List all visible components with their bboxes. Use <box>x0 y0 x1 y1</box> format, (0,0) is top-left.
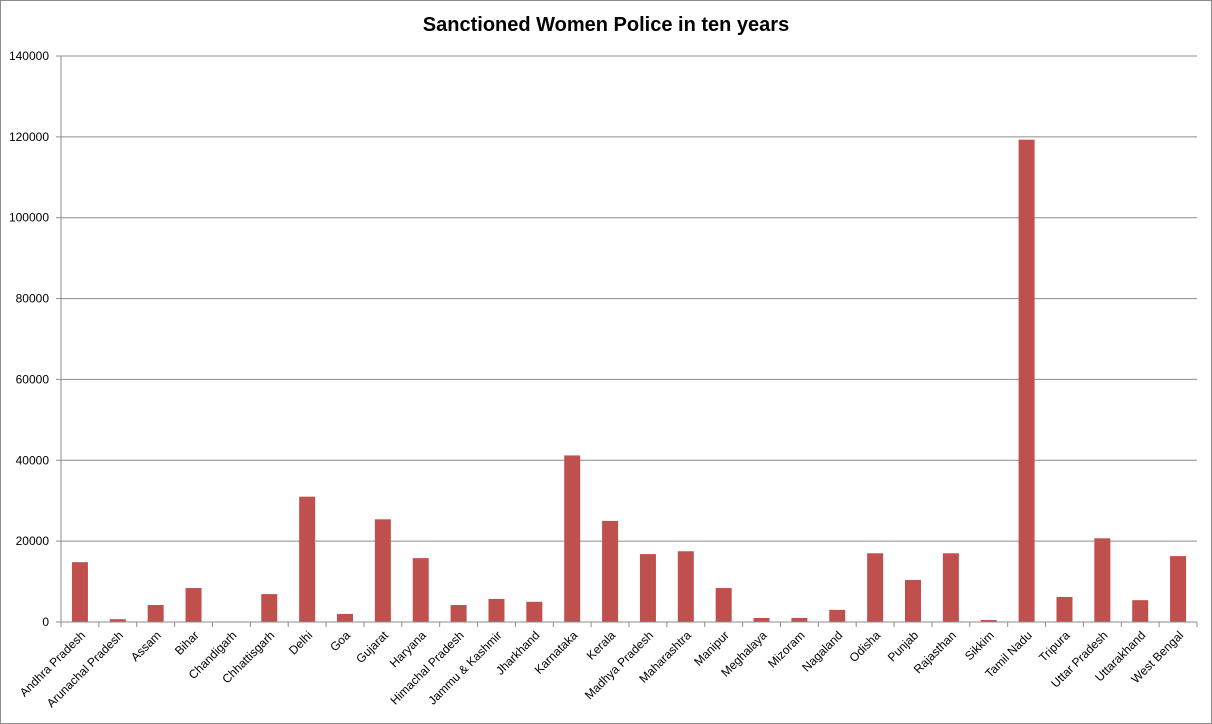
bar <box>1018 139 1035 623</box>
axes <box>56 55 1198 627</box>
bar <box>829 609 846 622</box>
gridlines <box>61 55 1197 542</box>
bar <box>677 551 694 622</box>
y-tick-label: 80000 <box>16 292 50 306</box>
bar <box>1132 600 1149 622</box>
y-tick-label: 0 <box>42 615 49 629</box>
bar <box>1170 556 1187 622</box>
x-tick-label: Andhra Pradesh <box>17 628 88 699</box>
bar <box>1094 538 1111 622</box>
bar <box>753 617 770 622</box>
bar <box>602 520 619 622</box>
bar <box>185 588 202 622</box>
bar <box>374 519 391 622</box>
y-tick-label: 60000 <box>16 372 50 386</box>
x-tick-label: Odisha <box>846 628 883 665</box>
bar <box>715 588 732 622</box>
bar <box>791 617 808 622</box>
bar <box>71 562 88 622</box>
bar <box>299 496 316 622</box>
bars <box>71 139 1187 623</box>
bar <box>147 605 164 622</box>
bar <box>450 605 467 622</box>
bar <box>867 553 884 622</box>
y-tick-labels: 0 20000 40000 60000 80000 100000 120000 140000 <box>9 49 49 629</box>
y-tick-label: 100000 <box>9 211 49 225</box>
x-tick-label: Bihar <box>172 628 202 658</box>
x-tick-label: Goa <box>327 628 353 654</box>
x-tick-label: Delhi <box>286 628 315 657</box>
y-tick-label: 20000 <box>16 534 50 548</box>
x-tick-label: Nagaland <box>799 628 845 674</box>
x-tick-label: Madhya Pradesh <box>582 628 656 702</box>
bar <box>488 598 505 622</box>
x-tick-label: Tripura <box>1036 628 1073 665</box>
y-tick-label: 120000 <box>9 130 49 144</box>
y-tick-label: 40000 <box>16 453 50 467</box>
chart-title: Sanctioned Women Police in ten years <box>422 14 790 36</box>
bar <box>1056 596 1073 622</box>
x-tick-label: Kerala <box>584 628 619 663</box>
x-tick-label: Punjab <box>885 628 922 665</box>
bar <box>564 455 581 622</box>
bar <box>412 558 429 622</box>
bar <box>905 579 921 622</box>
bar <box>526 601 543 622</box>
bar <box>639 554 656 622</box>
x-tick-label: Sikkim <box>962 628 997 663</box>
bar <box>980 619 997 622</box>
x-tick-label: Assam <box>128 628 164 664</box>
bar <box>261 594 278 622</box>
bar <box>109 619 126 622</box>
y-tick-label: 140000 <box>9 49 49 63</box>
bar <box>337 613 353 622</box>
bar <box>942 553 959 622</box>
